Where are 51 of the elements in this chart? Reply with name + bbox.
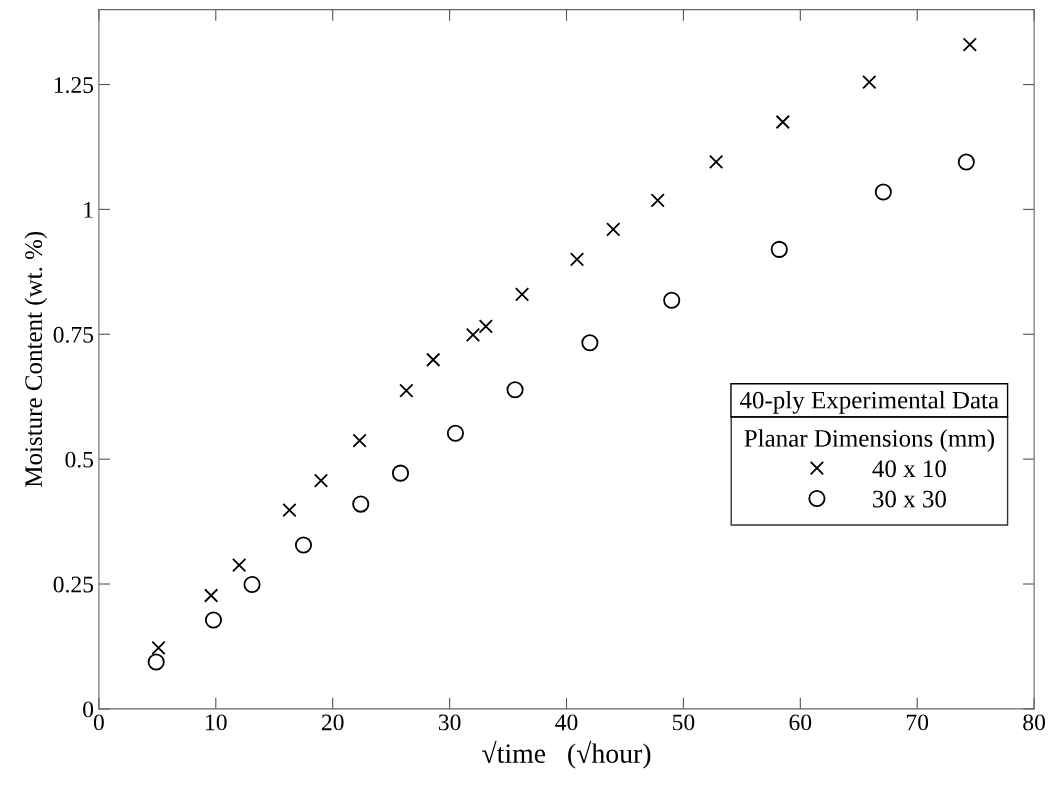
x-tick-label: 60 [789, 714, 812, 731]
y-tick-label: 1.25 [54, 77, 94, 94]
x-tick-label: 30 [438, 714, 461, 731]
point [282, 502, 297, 518]
point [514, 287, 530, 302]
y-tick-label: 0.5 [65, 451, 94, 468]
point [204, 611, 222, 629]
legend-label: 30 x 30 [873, 490, 946, 508]
point [203, 588, 219, 603]
point [446, 424, 464, 442]
point [243, 575, 261, 594]
y-tick-label: 0 [83, 701, 94, 718]
point [465, 327, 481, 342]
y-tick-label: 0.25 [53, 576, 94, 593]
point [569, 252, 585, 267]
point [606, 222, 621, 237]
x-tick-label: 10 [206, 714, 227, 731]
point [391, 464, 410, 482]
point [663, 291, 681, 309]
x-tick-label: 50 [672, 714, 695, 731]
point [147, 653, 165, 671]
legend-title: Planar Dimensions (mm) [744, 429, 994, 452]
point [650, 193, 665, 208]
legend-label: 40 x 10 [872, 460, 946, 478]
point [294, 536, 313, 554]
point [862, 74, 877, 90]
point [478, 319, 493, 334]
point [313, 473, 329, 488]
annotation: 40-ply Experimental Data [739, 391, 999, 414]
y-axis-title: Moisture Content (wt. %) [24, 231, 48, 487]
point [962, 37, 977, 52]
point [352, 495, 370, 513]
point [399, 383, 414, 398]
point [957, 153, 975, 171]
y-tick-label: 1 [84, 202, 93, 218]
point [232, 557, 247, 573]
y-tick-label: 0.75 [53, 326, 94, 343]
x-tick-label: 70 [906, 714, 929, 731]
point [708, 154, 724, 170]
x-tick-label: 40 [555, 714, 578, 731]
point [151, 640, 166, 656]
x-tick-label: 80 [1023, 714, 1046, 731]
point [775, 114, 790, 130]
point [770, 240, 788, 258]
x-tick-label: 20 [321, 714, 344, 731]
x-axis-title: √time (√hour) [482, 740, 651, 769]
point [506, 381, 524, 399]
point [581, 334, 599, 352]
point [352, 433, 367, 448]
point [426, 352, 441, 367]
point [874, 183, 892, 201]
